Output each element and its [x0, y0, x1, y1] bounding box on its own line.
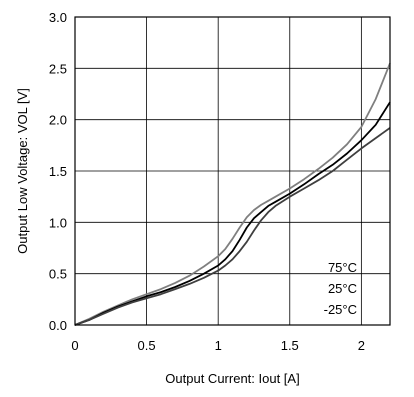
- series-line: [74, 62, 391, 326]
- tick-labels: 0 0.5 1 1.5 2 0.0 0.5 1.0 1.5 2.0 2.5 3.0: [49, 10, 365, 353]
- legend-label: -25°C: [324, 302, 357, 317]
- plot-frame: [74, 16, 391, 326]
- y-tick-label: 2.0: [49, 113, 67, 128]
- y-tick-label: 2.5: [49, 61, 67, 76]
- legend-label: 75°C: [328, 260, 357, 275]
- series-line: [74, 127, 391, 326]
- x-tick-label: 0.5: [138, 338, 156, 353]
- y-tick-label: 3.0: [49, 10, 67, 25]
- grid: [75, 17, 390, 325]
- series-layer: [74, 62, 391, 326]
- y-tick-label: 0.5: [49, 267, 67, 282]
- legend: 75°C 25°C -25°C: [324, 260, 357, 317]
- y-tick-label: 0.0: [49, 318, 67, 333]
- x-axis-label: Output Current: Iout [A]: [165, 371, 299, 386]
- y-tick-label: 1.0: [49, 215, 67, 230]
- y-axis-label: Output Low Voltage: VOL [V]: [15, 88, 30, 254]
- x-tick-label: 1: [215, 338, 222, 353]
- y-tick-label: 1.5: [49, 164, 67, 179]
- series-line: [74, 101, 391, 326]
- x-tick-label: 1.5: [281, 338, 299, 353]
- x-tick-label: 0: [71, 338, 78, 353]
- x-tick-label: 2: [358, 338, 365, 353]
- legend-label: 25°C: [328, 281, 357, 296]
